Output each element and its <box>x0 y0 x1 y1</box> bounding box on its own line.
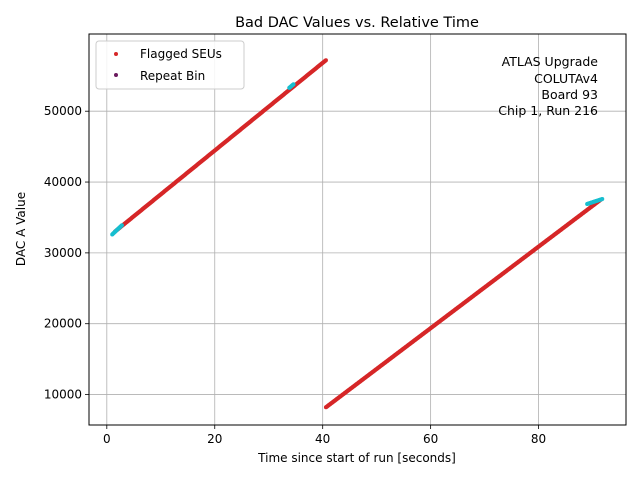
y-tick-label: 20000 <box>44 317 82 331</box>
legend-label-repeat-bin: Repeat Bin <box>140 69 205 83</box>
run-annotation: ATLAS Upgrade COLUTAv4 Board 93 Chip 1, … <box>498 54 598 118</box>
data-point <box>323 58 328 63</box>
legend-marker-flagged-seus <box>114 52 118 56</box>
y-tick-label: 30000 <box>44 246 82 260</box>
x-tick-label: 60 <box>423 432 438 446</box>
y-tick-label: 10000 <box>44 388 82 402</box>
annotation-line-2: COLUTAv4 <box>534 71 598 86</box>
annotation-line-4: Chip 1, Run 216 <box>498 103 598 118</box>
y-axis-label: DAC A Value <box>14 192 28 266</box>
legend-label-flagged-seus: Flagged SEUs <box>140 47 222 61</box>
x-tick-label: 0 <box>103 432 111 446</box>
annotation-line-1: ATLAS Upgrade <box>502 54 599 69</box>
legend-box <box>95 40 245 90</box>
annotation-line-3: Board 93 <box>541 87 598 102</box>
chart-title: Bad DAC Values vs. Relative Time <box>235 15 479 31</box>
y-tick-label: 50000 <box>44 104 82 118</box>
legend-marker-repeat-bin <box>114 73 118 77</box>
data-point <box>119 223 124 228</box>
x-axis-label: Time since start of run [seconds] <box>257 451 456 465</box>
axis-ticks: 0 20 40 60 80 10000 20000 30000 40000 50000 <box>44 104 546 446</box>
data-point <box>600 197 605 202</box>
data-points <box>110 58 605 410</box>
x-tick-label: 80 <box>531 432 546 446</box>
legend: Flagged SEUs Repeat Bin <box>95 40 245 90</box>
x-tick-label: 20 <box>207 432 222 446</box>
x-tick-label: 40 <box>315 432 330 446</box>
plot-frame <box>88 33 627 426</box>
y-tick-label: 40000 <box>44 175 82 189</box>
data-point <box>291 82 296 87</box>
